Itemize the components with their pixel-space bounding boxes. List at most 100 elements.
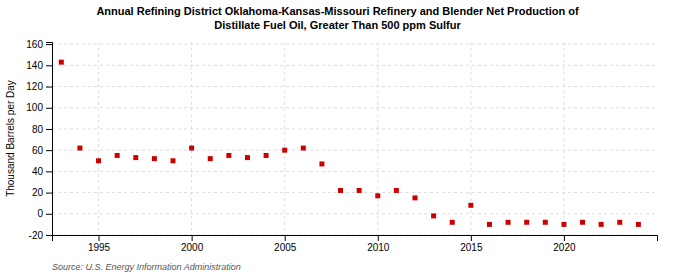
x-axis-tick: 2010 [367, 235, 390, 253]
point [133, 155, 138, 160]
x-axis-tick: 2015 [460, 235, 483, 253]
subtitle: Distillate Fuel Oil, Greater Than 500 pp… [214, 19, 461, 31]
point [245, 155, 250, 160]
chart: 1995 2000 2005 2010 2015 2020 -20 0 20 40 60 80 100 1… [0, 0, 675, 275]
y-axis-tick-label: 100 [26, 102, 43, 113]
y-axis-tick-mark [46, 65, 52, 66]
y-axis-line [46, 43, 53, 236]
y-axis: -20 0 20 40 60 80 100 120 140 160 [26, 39, 52, 241]
point [319, 161, 324, 166]
y-grid-line [52, 171, 657, 172]
y-axis-tick-label: 20 [32, 187, 44, 198]
point [580, 220, 585, 225]
y-axis-tick-mark [46, 150, 52, 151]
point [338, 188, 343, 193]
y-axis-tick-label: 60 [32, 145, 44, 156]
x-grid-line [191, 42, 192, 235]
point [59, 60, 64, 65]
point [115, 153, 120, 158]
x-axis-tick-label: 2010 [367, 242, 390, 253]
x-axis-tick-label: 2020 [553, 242, 576, 253]
y-axis-tick: 80 [32, 124, 52, 135]
point [301, 146, 306, 151]
point [617, 220, 622, 225]
x-axis-tick: 2020 [553, 235, 576, 253]
source: Source: U.S. Energy Information Administ… [52, 262, 241, 272]
y-grid-line [52, 65, 657, 66]
y-axis-tick: 160 [26, 39, 52, 50]
point [636, 222, 641, 227]
y-axis-tick: 40 [32, 166, 52, 177]
y-axis-tick: 100 [26, 102, 52, 113]
y-axis-tick: 60 [32, 145, 52, 156]
point [282, 148, 287, 153]
x-axis-tick: 1995 [88, 235, 111, 253]
x-axis-tick-label: 2015 [460, 242, 483, 253]
point [189, 146, 194, 151]
point [171, 158, 176, 163]
y-axis-tick: 120 [26, 81, 52, 92]
point [357, 188, 362, 193]
y-axis-tick-label: 80 [32, 124, 44, 135]
point [468, 203, 473, 208]
point [450, 220, 455, 225]
point [506, 220, 511, 225]
y-axis-tick-label: 40 [32, 166, 44, 177]
x-axis-tick-label: 2000 [181, 242, 204, 253]
y-grid-line [52, 192, 657, 193]
x-axis-tick: 2000 [181, 235, 204, 253]
y-axis-tick-label: -20 [29, 230, 44, 241]
y-axis-tick-mark [46, 214, 52, 215]
x-axis-tick-mark [99, 235, 100, 241]
point [226, 153, 231, 158]
y-axis-tick-mark [46, 108, 52, 109]
y-axis-tick-mark [46, 171, 52, 172]
x-axis-tick-label: 1995 [88, 242, 111, 253]
y-axis-tick: 20 [32, 187, 52, 198]
x-axis: 1995 2000 2005 2010 2015 2020 [53, 235, 658, 253]
plot-area: 1995 2000 2005 2010 2015 2020 -20 0 20 40 60 80 100 1… [26, 39, 657, 253]
y-axis-tick: -20 [29, 230, 52, 241]
title: Annual Refining District Oklahoma-Kansas… [96, 5, 579, 17]
y-grid-line [52, 213, 657, 214]
y-axis-tick-mark [46, 44, 52, 45]
x-axis-tick-label: 2005 [274, 242, 297, 253]
y-grid-line [52, 107, 657, 108]
y-grid-line [52, 128, 657, 129]
point [487, 222, 492, 227]
y-axis-tick: 140 [26, 60, 52, 71]
point [96, 158, 101, 163]
x-grid-line [284, 42, 285, 235]
y-axis-tick-mark [46, 193, 52, 194]
y-grid-line [52, 44, 657, 45]
y-axis-title: Thousand Barrels per Day [5, 80, 16, 197]
y-grid-line [52, 86, 657, 87]
x-axis-tick: 2005 [274, 235, 297, 253]
x-axis-line [53, 236, 658, 242]
x-grid-line [563, 42, 564, 235]
point [77, 146, 82, 151]
point [599, 222, 604, 227]
point [543, 220, 548, 225]
point [413, 195, 418, 200]
point [561, 222, 566, 227]
point [152, 156, 157, 161]
point [264, 153, 269, 158]
y-axis-tick-mark [46, 87, 52, 88]
x-axis-tick-mark [285, 235, 286, 241]
x-axis-tick-mark [471, 235, 472, 241]
y-axis-tick-mark [46, 129, 52, 130]
x-grid-line [377, 42, 378, 235]
point [431, 213, 436, 218]
y-axis-tick-label: 140 [26, 60, 43, 71]
y-grid-line [52, 150, 657, 151]
y-axis-tick-mark [46, 235, 52, 236]
point [375, 193, 380, 198]
points [59, 60, 641, 227]
y-axis-tick-label: 0 [37, 208, 43, 219]
y-axis-tick: 0 [37, 208, 52, 219]
y-axis-tick-label: 120 [26, 81, 43, 92]
point [208, 156, 213, 161]
x-axis-tick-mark [192, 235, 193, 241]
x-axis-tick-mark [564, 235, 565, 241]
